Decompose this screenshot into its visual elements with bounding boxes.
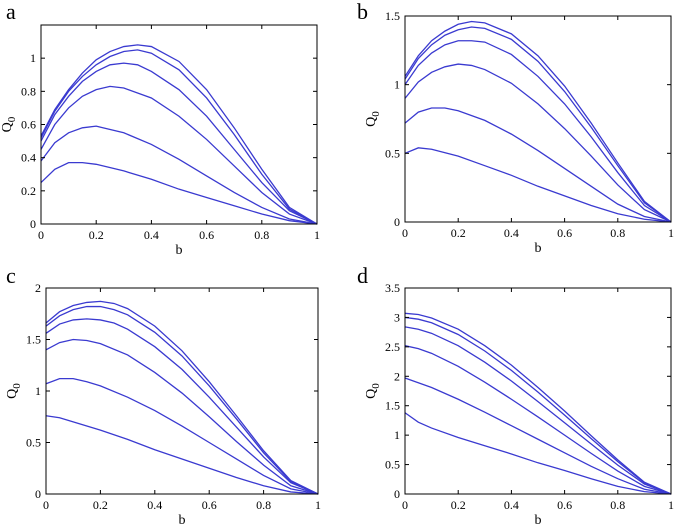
y-tick-label: 1.5 [26, 333, 41, 347]
y-tick-label: 0 [30, 217, 36, 231]
series-line-2 [404, 377, 672, 495]
series-line-2 [404, 107, 672, 223]
y-tick-label: 3 [394, 310, 400, 324]
plot-frame [404, 15, 672, 223]
y-tick-label: 1 [394, 428, 400, 442]
series-line-4 [40, 62, 318, 225]
y-axis-label-subscript: 0 [6, 116, 18, 122]
x-tick-label: 1 [668, 226, 674, 240]
y-axis-label: Q0 [364, 111, 382, 127]
x-tick-label: 0.6 [199, 228, 214, 242]
series-line-3 [404, 345, 672, 495]
x-tick-label: 1 [314, 228, 320, 242]
y-axis-label-subscript: 0 [11, 383, 23, 389]
x-tick-label: 0.2 [451, 498, 466, 512]
x-axis-label: b [176, 243, 183, 258]
y-tick-label: 2.5 [385, 340, 400, 354]
y-tick-label: 0 [35, 487, 41, 501]
x-tick-label: 0 [43, 498, 49, 512]
y-tick-label: 1.5 [385, 9, 400, 23]
series-line-6 [45, 300, 319, 495]
y-tick-label: 0 [394, 215, 400, 229]
y-tick-label: 2 [394, 369, 400, 383]
y-tick-label: 2 [35, 281, 41, 295]
y-axis-label: Q0 [5, 383, 23, 399]
series-line-1 [404, 412, 672, 495]
x-tick-label: 0.8 [610, 498, 625, 512]
x-tick-label: 0.6 [202, 498, 217, 512]
x-tick-label: 0.8 [254, 228, 269, 242]
y-tick-label: 0.8 [21, 84, 36, 98]
series-line-1 [40, 161, 318, 225]
y-tick-label: 0.5 [26, 436, 41, 450]
y-tick-label: 0.2 [21, 184, 36, 198]
y-tick-label: 0.5 [385, 146, 400, 160]
series-line-2 [45, 377, 319, 495]
panel-label: c [6, 263, 16, 288]
x-tick-label: 1 [315, 498, 321, 512]
panel-label: b [357, 0, 368, 24]
series-line-3 [45, 338, 319, 495]
plot-frame [404, 287, 672, 495]
y-tick-label: 1 [394, 78, 400, 92]
y-axis-label-main: Q [0, 122, 15, 132]
y-axis-label-main: Q [364, 389, 379, 399]
y-tick-label: 1 [35, 384, 41, 398]
x-tick-label: 1 [668, 498, 674, 512]
series-line-1 [404, 147, 672, 223]
panel-label: a [6, 0, 16, 24]
x-axis-label: b [535, 513, 542, 525]
panel-label: d [357, 263, 368, 288]
x-tick-label: 0.4 [504, 498, 519, 512]
series-line-4 [404, 326, 672, 495]
series-line-1 [45, 415, 319, 495]
series-line-6 [404, 312, 672, 495]
series-line-5 [404, 26, 672, 223]
plot-frame [40, 24, 318, 225]
y-axis-label-main: Q [364, 117, 379, 127]
x-axis-label: b [179, 513, 186, 525]
y-axis-label: Q0 [0, 116, 18, 132]
x-tick-label: 0.2 [451, 226, 466, 240]
y-tick-label: 1 [30, 51, 36, 65]
x-tick-label: 0.4 [147, 498, 162, 512]
series-line-4 [45, 318, 319, 495]
x-tick-label: 0.2 [93, 498, 108, 512]
y-axis-label-subscript: 0 [370, 383, 382, 389]
x-axis-label: b [535, 241, 542, 256]
series-line-5 [45, 305, 319, 495]
x-tick-label: 0 [38, 228, 44, 242]
x-tick-label: 0 [402, 498, 408, 512]
x-tick-label: 0.2 [89, 228, 104, 242]
series-line-3 [404, 63, 672, 223]
series-line-5 [40, 49, 318, 225]
series-line-6 [404, 20, 672, 223]
x-tick-label: 0.8 [256, 498, 271, 512]
y-tick-label: 3.5 [385, 281, 400, 295]
series-line-4 [404, 40, 672, 223]
x-tick-label: 0.6 [557, 498, 572, 512]
y-tick-label: 0.6 [21, 118, 36, 132]
y-axis-label-subscript: 0 [370, 111, 382, 117]
y-axis-label: Q0 [364, 383, 382, 399]
x-tick-label: 0.4 [504, 226, 519, 240]
x-tick-label: 0 [402, 226, 408, 240]
y-tick-label: 0.4 [21, 151, 36, 165]
y-tick-label: 0.5 [385, 458, 400, 472]
x-tick-label: 0.4 [144, 228, 159, 242]
series-line-6 [40, 44, 318, 225]
series-line-5 [404, 316, 672, 495]
series-line-2 [40, 125, 318, 225]
x-tick-label: 0.6 [557, 226, 572, 240]
y-tick-label: 1.5 [385, 399, 400, 413]
series-line-3 [40, 85, 318, 225]
y-axis-label-main: Q [5, 389, 20, 399]
x-tick-label: 0.8 [610, 226, 625, 240]
y-tick-label: 0 [394, 487, 400, 501]
